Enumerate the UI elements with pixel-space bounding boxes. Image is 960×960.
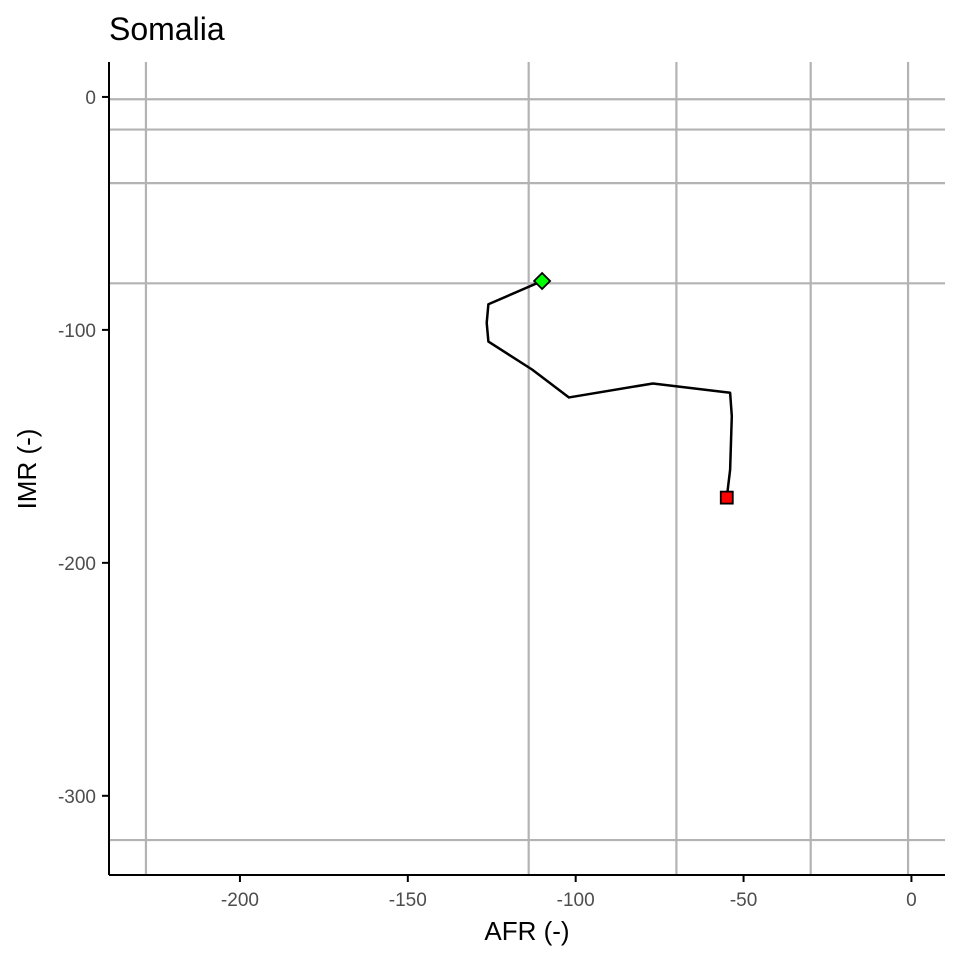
markers [532, 271, 734, 505]
y-tick-label: -200 [58, 554, 96, 575]
chart-title: Somalia [109, 11, 225, 47]
x-tick-label: -150 [389, 890, 427, 911]
start-marker [532, 271, 552, 291]
reference-lines [109, 62, 945, 875]
series [485, 279, 734, 498]
y-tick-label: -100 [58, 321, 96, 342]
y-axis-title: IMR (-) [12, 429, 42, 510]
x-tick-label: -200 [221, 890, 259, 911]
y-tick-label: 0 [85, 88, 96, 109]
x-tick-label: -100 [557, 890, 595, 911]
x-tick-label: -50 [730, 890, 757, 911]
end-marker [719, 490, 734, 505]
trajectory-line [485, 279, 734, 498]
ticks: -200 -150 -100 -50 0 0 -100 -200 -300 [58, 88, 917, 911]
y-tick-label: -300 [58, 787, 96, 808]
x-axis-title: AFR (-) [484, 916, 569, 946]
x-tick-label: 0 [906, 890, 917, 911]
axes [108, 62, 945, 876]
